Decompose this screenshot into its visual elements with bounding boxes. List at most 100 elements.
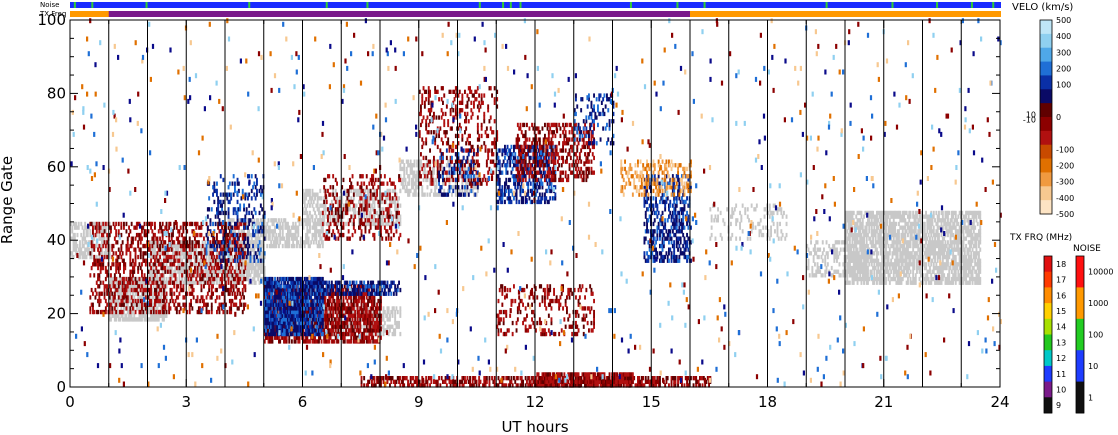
echo-cell: [126, 302, 129, 307]
echo-cell: [179, 240, 182, 245]
echo-cell: [336, 221, 338, 227]
echo-cell: [319, 229, 322, 234]
echo-cell: [750, 229, 753, 234]
echo-cell: [411, 163, 413, 168]
echo-cell: [935, 221, 938, 227]
echo-cell: [864, 273, 867, 278]
echo-cell: [389, 207, 391, 212]
echo-cell: [165, 284, 168, 289]
echo-cell: [212, 265, 214, 271]
echo-cell: [293, 225, 296, 230]
echo-cell: [953, 221, 956, 227]
echo-cell: [758, 229, 761, 234]
echo-cell: [104, 298, 107, 304]
echo-cell: [187, 258, 190, 263]
echo-cell: [905, 269, 908, 274]
echo-cell: [860, 232, 863, 238]
echo-cell: [134, 309, 137, 315]
echo-cell: [975, 232, 978, 238]
echo-cell: [836, 269, 838, 274]
echo-cell: [848, 254, 851, 260]
echo-cell: [806, 265, 809, 271]
echo-cell: [874, 240, 877, 245]
echo-cell: [877, 225, 880, 230]
echo-cell: [850, 232, 853, 238]
echo-cell: [112, 284, 115, 289]
echo-cell: [275, 232, 278, 238]
echo-cell: [953, 240, 956, 245]
echo-cell: [710, 218, 713, 223]
echo-cell: [910, 254, 913, 260]
echo-cell: [94, 258, 97, 263]
echo-cell: [836, 247, 838, 252]
echo-cell: [885, 251, 887, 256]
echo-cell: [398, 320, 400, 326]
echo-cell: [430, 188, 433, 194]
echo-cell: [309, 203, 311, 208]
echo-cell: [152, 280, 155, 285]
echo-cell: [231, 218, 234, 223]
echo-cell: [363, 188, 366, 194]
echo-cell: [431, 170, 434, 175]
echo-cell: [137, 284, 140, 289]
echo-cell: [979, 232, 982, 238]
echo-cell: [281, 243, 284, 249]
echo-cell: [905, 229, 908, 234]
echo-cell: [935, 262, 938, 267]
echo-cell: [113, 302, 116, 307]
echo-cell: [390, 221, 393, 227]
echo-cell: [392, 306, 395, 311]
echo-cell: [364, 188, 367, 194]
echo-cell: [856, 258, 859, 263]
echo-cell: [194, 240, 196, 245]
echo-cell: [188, 269, 191, 274]
echo-cell: [930, 251, 933, 256]
echo-cell: [892, 218, 895, 223]
echo-cell: [236, 247, 239, 252]
echo-cell: [848, 258, 851, 263]
echo-cell: [900, 258, 903, 263]
echo-cell: [139, 313, 142, 318]
echo-cell: [919, 229, 922, 234]
echo-cell: [473, 185, 475, 190]
echo-cell: [148, 295, 151, 300]
echo-cell: [414, 188, 417, 194]
echo-cell: [926, 254, 929, 260]
echo-cell: [898, 280, 900, 285]
echo-cell: [213, 280, 216, 285]
echo-cell: [129, 291, 132, 296]
echo-cell: [936, 280, 939, 285]
echo-cell: [833, 247, 836, 252]
echo-cell: [352, 309, 355, 315]
echo-cell: [974, 236, 977, 241]
echo-cell: [104, 251, 107, 256]
echo-cell: [197, 280, 200, 285]
echo-cell: [867, 265, 869, 271]
echo-cell: [846, 229, 849, 234]
echo-cell: [732, 210, 735, 216]
echo-cell: [152, 247, 155, 252]
echo-cell: [919, 273, 922, 278]
echo-cell: [848, 225, 851, 230]
echo-cell: [934, 240, 936, 245]
echo-cell: [121, 284, 124, 289]
echo-cell: [102, 262, 105, 267]
echo-cell: [130, 276, 133, 282]
echo-cell: [241, 229, 244, 234]
echo-cell: [288, 243, 291, 249]
echo-cell: [465, 188, 468, 194]
echo-cell: [199, 243, 202, 249]
echo-cell: [927, 240, 930, 245]
echo-cell: [141, 236, 143, 241]
echo-cell: [878, 276, 881, 282]
echo-cell: [119, 309, 121, 315]
echo-cell: [186, 262, 189, 267]
echo-cell: [150, 309, 152, 315]
echo-cell: [226, 276, 229, 282]
echo-cell: [194, 280, 196, 285]
echo-cell: [279, 232, 282, 238]
echo-cell: [967, 247, 970, 252]
echo-cell: [873, 280, 876, 285]
echo-cell: [203, 243, 205, 249]
echo-cell: [914, 251, 917, 256]
